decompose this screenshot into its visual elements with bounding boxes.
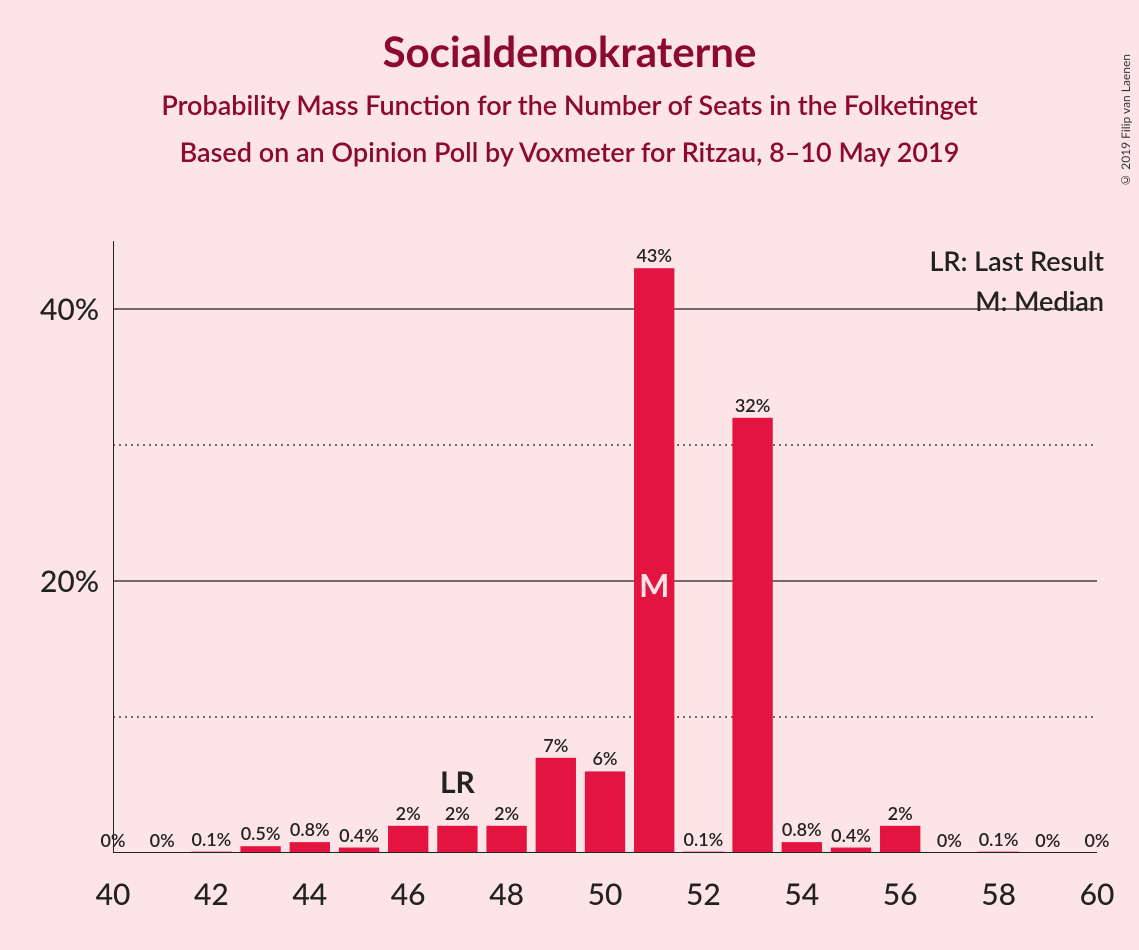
bar-label: 0% <box>1084 829 1109 851</box>
x-tick-label: 50 <box>588 876 623 912</box>
bar-label: 0% <box>1035 829 1060 851</box>
x-tick-label: 48 <box>489 876 524 912</box>
x-tick-label: 52 <box>686 876 721 912</box>
x-tick-label: 60 <box>1080 876 1115 912</box>
x-tick-label: 56 <box>883 876 918 912</box>
annotation-m: M <box>639 565 669 604</box>
bar-label: 0.1% <box>192 828 232 850</box>
x-tick-label: 40 <box>96 876 131 912</box>
x-tick-label: 58 <box>981 876 1016 912</box>
bar-label: 2% <box>494 802 519 824</box>
chart-subtitle-1: Probability Mass Function for the Number… <box>0 88 1139 121</box>
x-tick-label: 46 <box>391 876 426 912</box>
x-tick-label: 42 <box>194 876 229 912</box>
chart-subtitle-2: Based on an Opinion Poll by Voxmeter for… <box>0 135 1139 168</box>
y-tick-label: 40% <box>40 291 99 327</box>
bar-label: 43% <box>636 244 671 266</box>
bar-label: 0.4% <box>339 824 379 846</box>
bar-label: 32% <box>735 394 770 416</box>
bar-label: 0.8% <box>782 818 822 840</box>
bar-label: 2% <box>396 802 421 824</box>
bar-label: 6% <box>592 747 617 769</box>
x-tick-label: 54 <box>784 876 819 912</box>
bar-label: 0% <box>100 829 125 851</box>
bar-label: 0.8% <box>290 818 330 840</box>
bar-label: 2% <box>445 802 470 824</box>
bar-label: 0.1% <box>684 828 724 850</box>
bar-label: 0% <box>150 829 175 851</box>
bar-label: 0.5% <box>241 822 281 844</box>
bar-label: 0.1% <box>979 828 1019 850</box>
x-tick-label: 44 <box>292 876 327 912</box>
chart-title: Socialdemokraterne <box>0 26 1139 76</box>
y-tick-label: 20% <box>40 563 99 599</box>
bar-label: 2% <box>888 802 913 824</box>
copyright-text: © 2019 Filip van Laenen <box>1118 54 1133 188</box>
bar-label: 0.4% <box>831 824 871 846</box>
bar-label: 7% <box>543 734 568 756</box>
annotation-lr: LR <box>440 764 475 800</box>
bar-label: 0% <box>937 829 962 851</box>
